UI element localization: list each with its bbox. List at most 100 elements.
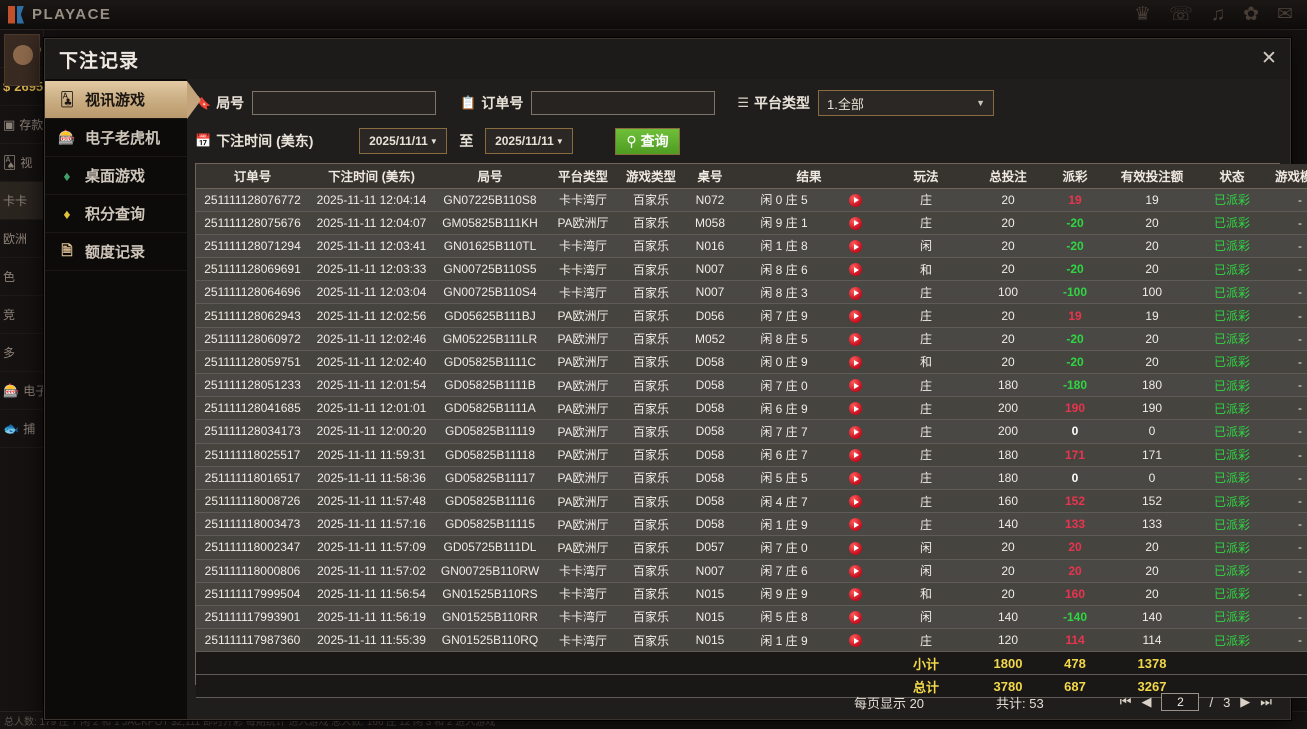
col-game-mode[interactable]: 游戏模式 bbox=[1266, 164, 1307, 189]
play-video-button[interactable] bbox=[830, 559, 881, 583]
sidebar-item-table-games[interactable]: ♦ 桌面游戏 bbox=[45, 157, 187, 195]
play-video-button[interactable] bbox=[830, 443, 881, 467]
play-icon[interactable] bbox=[848, 379, 862, 393]
play-icon[interactable] bbox=[848, 332, 862, 346]
settings-gear-icon[interactable]: ✿ bbox=[1243, 4, 1260, 25]
play-icon[interactable] bbox=[848, 240, 862, 254]
play-video-button[interactable] bbox=[830, 211, 881, 235]
table-row[interactable]: 251111118000806 2025-11-11 11:57:02 GN0072… bbox=[196, 559, 1307, 583]
rail-item-live[interactable]: 🂡 视 bbox=[0, 144, 43, 182]
first-page-button[interactable]: ⏮ bbox=[1119, 694, 1132, 709]
play-video-button[interactable] bbox=[830, 188, 881, 212]
play-video-button[interactable] bbox=[830, 605, 881, 630]
play-icon[interactable] bbox=[848, 518, 862, 532]
play-video-button[interactable] bbox=[830, 373, 881, 398]
sidebar-item-slot-machines[interactable]: 🎰 电子老虎机 bbox=[45, 119, 187, 157]
play-video-button[interactable] bbox=[830, 489, 881, 514]
play-video-button[interactable] bbox=[830, 257, 881, 282]
col-bet-time[interactable]: 下注时间 (美东) bbox=[309, 164, 434, 189]
play-video-button[interactable] bbox=[830, 396, 881, 421]
col-table-no[interactable]: 桌号 bbox=[682, 164, 738, 189]
rail-item-deposit[interactable]: ▣ 存款 bbox=[0, 106, 43, 144]
play-icon[interactable] bbox=[848, 286, 862, 300]
table-row[interactable]: 251111128062943 2025-11-11 12:02:56 GD0562… bbox=[196, 303, 1307, 328]
play-icon[interactable] bbox=[848, 216, 862, 230]
play-video-button[interactable] bbox=[830, 327, 881, 351]
play-icon[interactable] bbox=[848, 541, 862, 555]
order-number-input[interactable] bbox=[531, 91, 716, 115]
support-chat-icon[interactable]: ☏ bbox=[1169, 4, 1193, 25]
col-bet-type[interactable]: 玩法 bbox=[880, 164, 973, 189]
sidebar-item-live-games[interactable]: 🃑 视讯游戏 bbox=[45, 81, 201, 119]
close-icon[interactable]: ✕ bbox=[1261, 48, 1277, 69]
table-row[interactable]: 251111128060972 2025-11-11 12:02:46 GM0522… bbox=[196, 327, 1307, 351]
table-row[interactable]: 251111128051233 2025-11-11 12:01:54 GD0582… bbox=[196, 373, 1307, 398]
table-row[interactable]: 251111117999504 2025-11-11 11:56:54 GN0152… bbox=[196, 582, 1307, 606]
brand-logo[interactable]: PLAYACE bbox=[0, 5, 111, 24]
next-page-button[interactable]: ▶ bbox=[1240, 694, 1251, 709]
play-video-button[interactable] bbox=[830, 466, 881, 490]
round-number-input[interactable] bbox=[252, 91, 437, 115]
play-icon[interactable] bbox=[848, 495, 862, 509]
play-video-button[interactable] bbox=[830, 350, 881, 375]
play-icon[interactable] bbox=[848, 309, 862, 323]
table-row[interactable]: 251111117993901 2025-11-11 11:56:19 GN0152… bbox=[196, 605, 1307, 630]
table-row[interactable]: 251111128034173 2025-11-11 12:00:20 GD0582… bbox=[196, 419, 1307, 444]
play-icon[interactable] bbox=[848, 634, 862, 648]
play-video-button[interactable] bbox=[830, 280, 881, 305]
col-status[interactable]: 状态 bbox=[1198, 164, 1267, 189]
rail-item-jing[interactable]: 竞 bbox=[0, 296, 43, 334]
play-icon[interactable] bbox=[848, 448, 862, 462]
col-payout[interactable]: 派彩 bbox=[1044, 164, 1107, 189]
table-row[interactable]: 251111128071294 2025-11-11 12:03:41 GN0162… bbox=[196, 234, 1307, 259]
table-row[interactable]: 251111128064696 2025-11-11 12:03:04 GN0072… bbox=[196, 280, 1307, 305]
play-video-button[interactable] bbox=[830, 628, 881, 653]
table-row[interactable]: 251111128059751 2025-11-11 12:02:40 GD0582… bbox=[196, 350, 1307, 375]
chat-icon[interactable]: ✉ bbox=[1277, 4, 1293, 25]
page-number-input[interactable]: 2 bbox=[1161, 693, 1200, 711]
table-row[interactable]: 251111118025517 2025-11-11 11:59:31 GD0582… bbox=[196, 443, 1307, 467]
play-video-button[interactable] bbox=[830, 512, 881, 537]
sidebar-item-credit-records[interactable]: 🗎 额度记录 bbox=[45, 233, 187, 271]
col-order-no[interactable]: 订单号 bbox=[196, 164, 309, 189]
prev-page-button[interactable]: ◀ bbox=[1141, 694, 1152, 709]
avatar[interactable] bbox=[4, 34, 40, 86]
rail-item-duo[interactable]: 多 bbox=[0, 334, 43, 372]
play-video-button[interactable] bbox=[830, 535, 881, 560]
play-video-button[interactable] bbox=[830, 582, 881, 606]
rail-item-europe[interactable]: 欧洲 bbox=[0, 220, 43, 258]
date-from-input[interactable]: 2025/11/11 ▼ bbox=[359, 128, 448, 154]
col-round-no[interactable]: 局号 bbox=[434, 164, 546, 189]
platform-type-select[interactable]: 1.全部 ▼ bbox=[818, 90, 995, 116]
date-to-input[interactable]: 2025/11/11 ▼ bbox=[485, 128, 574, 154]
col-result[interactable]: 结果 bbox=[738, 164, 881, 189]
play-video-button[interactable] bbox=[830, 303, 881, 328]
table-row[interactable]: 251111128041685 2025-11-11 12:01:01 GD0582… bbox=[196, 396, 1307, 421]
play-icon[interactable] bbox=[848, 564, 862, 578]
table-row[interactable]: 251111128075676 2025-11-11 12:04:07 GM0582… bbox=[196, 211, 1307, 235]
music-icon[interactable]: ♫ bbox=[1210, 4, 1226, 25]
rail-item-fishing[interactable]: 🐟 捕 bbox=[0, 410, 43, 448]
play-icon[interactable] bbox=[848, 402, 862, 416]
play-icon[interactable] bbox=[848, 472, 862, 485]
table-row[interactable]: 251111118003473 2025-11-11 11:57:16 GD0582… bbox=[196, 512, 1307, 537]
table-row[interactable]: 251111118016517 2025-11-11 11:58:36 GD0582… bbox=[196, 466, 1307, 490]
last-page-button[interactable]: ⏭ bbox=[1260, 694, 1272, 709]
play-video-button[interactable] bbox=[830, 234, 881, 259]
table-row[interactable]: 251111118002347 2025-11-11 11:57:09 GD0572… bbox=[196, 535, 1307, 560]
rail-item-kaka[interactable]: 卡卡 bbox=[0, 182, 43, 220]
col-total-bet[interactable]: 总投注 bbox=[972, 164, 1045, 189]
col-valid-bet[interactable]: 有效投注额 bbox=[1106, 164, 1199, 189]
rail-item-slots[interactable]: 🎰电子 bbox=[0, 372, 43, 410]
col-game-type[interactable]: 游戏类型 bbox=[620, 164, 682, 189]
rail-item-se[interactable]: 色 bbox=[0, 258, 43, 296]
play-icon[interactable] bbox=[848, 587, 862, 601]
play-icon[interactable] bbox=[848, 425, 862, 439]
col-platform[interactable]: 平台类型 bbox=[546, 164, 620, 189]
table-row[interactable]: 251111117987360 2025-11-11 11:55:39 GN0152… bbox=[196, 628, 1307, 653]
play-icon[interactable] bbox=[848, 193, 862, 207]
play-icon[interactable] bbox=[848, 356, 862, 370]
table-row[interactable]: 251111128069691 2025-11-11 12:03:33 GN0072… bbox=[196, 257, 1307, 282]
table-row[interactable]: 251111128076772 2025-11-11 12:04:14 GN0722… bbox=[196, 188, 1307, 212]
sidebar-item-points-query[interactable]: ♦ 积分查询 bbox=[45, 195, 187, 233]
